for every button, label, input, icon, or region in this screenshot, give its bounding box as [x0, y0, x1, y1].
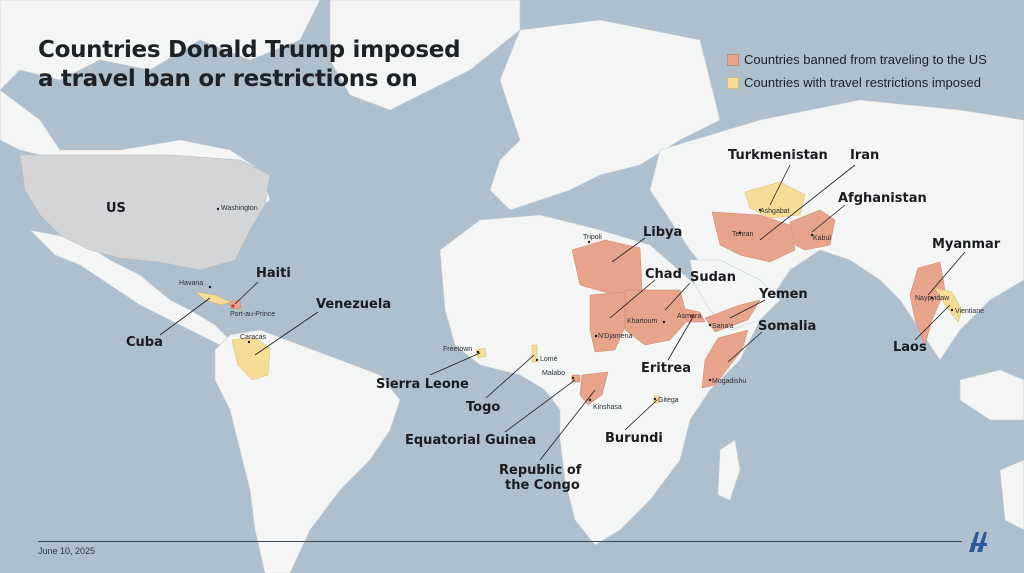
capital-tripoli: Tripoli: [583, 234, 602, 241]
legend-item-banned: Countries banned from traveling to the U…: [727, 48, 987, 71]
capital-vientiane: Vientiane: [955, 308, 984, 315]
page-title: Countries Donald Trump imposed a travel …: [38, 36, 461, 94]
capital-asmara: Asmara: [677, 313, 701, 320]
capital-naypyidaw: Naypyidaw: [915, 295, 950, 302]
capital-gitega: Gitega: [658, 397, 679, 404]
cuba-shape: [195, 291, 231, 306]
label-venezuela: Venezuela: [316, 297, 391, 312]
capital-kinshasa: Kinshasa: [593, 404, 622, 411]
sierra-leone-shape: [475, 347, 487, 359]
capital-malabo: Malabo: [542, 370, 565, 377]
congo-shape: [579, 371, 609, 406]
venezuela-shape: [231, 337, 271, 381]
legend: Countries banned from traveling to the U…: [727, 48, 987, 94]
capital-khartoum: Khartoum: [627, 318, 658, 325]
somalia-shape: [701, 329, 749, 389]
sudan-shape: [624, 289, 689, 346]
label-sudan: Sudan: [690, 270, 736, 285]
aa-agency-logo-icon: [969, 532, 987, 552]
legend-label-banned: Countries banned from traveling to the U…: [744, 52, 987, 67]
date-label: June 10, 2025: [38, 546, 96, 556]
label-cuba: Cuba: [126, 335, 163, 350]
legend-item-restricted: Countries with travel restrictions impos…: [727, 71, 987, 94]
legend-swatch-banned: [727, 53, 739, 66]
label-equatorial-guinea: Equatorial Guinea: [405, 433, 536, 448]
capital-lome: Lomé: [540, 356, 558, 363]
legend-label-restricted: Countries with travel restrictions impos…: [744, 75, 981, 90]
label-congo-line1: Republic of: [499, 463, 582, 478]
myanmar-shape: [909, 261, 946, 346]
laos-shape: [934, 287, 963, 323]
label-togo: Togo: [466, 400, 500, 415]
label-turkmenistan: Turkmenistan: [728, 148, 828, 163]
label-congo-line2: the Congo: [505, 478, 580, 493]
label-yemen: Yemen: [758, 287, 808, 302]
label-us: US: [106, 201, 126, 216]
capital-sanaa: Sana'a: [712, 323, 734, 330]
capital-freetown: Freetown: [443, 346, 472, 353]
label-sierra-leone: Sierra Leone: [376, 377, 469, 392]
label-haiti: Haiti: [256, 266, 291, 281]
title-line-2: a travel ban or restrictions on: [38, 66, 418, 92]
legend-swatch-restricted: [727, 76, 739, 89]
capital-kabul: Kabul: [813, 235, 831, 242]
capital-tehran: Tehran: [732, 231, 754, 238]
capital-caracas: Caracas: [240, 334, 267, 341]
label-somalia: Somalia: [758, 319, 816, 334]
label-chad: Chad: [645, 267, 682, 282]
capital-port-au-prince: Port-au-Prince: [230, 311, 275, 318]
label-eritrea: Eritrea: [641, 361, 691, 376]
capital-mogadishu: Mogadishu: [712, 378, 746, 385]
yemen-shape: [704, 299, 761, 333]
capital-ashgabat: Ashgabat: [760, 208, 790, 215]
title-line-1: Countries Donald Trump imposed: [38, 37, 461, 63]
capital-washington: Washington: [221, 205, 258, 212]
iran-shape: [711, 211, 796, 263]
label-libya: Libya: [643, 225, 682, 240]
label-myanmar: Myanmar: [932, 237, 1001, 252]
footer-divider: [38, 541, 962, 542]
label-burundi: Burundi: [605, 431, 663, 446]
label-iran: Iran: [850, 148, 879, 163]
capital-havana: Havana: [179, 280, 203, 287]
label-laos: Laos: [893, 340, 927, 355]
label-afghanistan: Afghanistan: [838, 191, 927, 206]
afghanistan-shape: [789, 209, 836, 251]
haiti-shape: [227, 299, 242, 310]
capital-ndjamena: N'Djamena: [598, 333, 633, 340]
